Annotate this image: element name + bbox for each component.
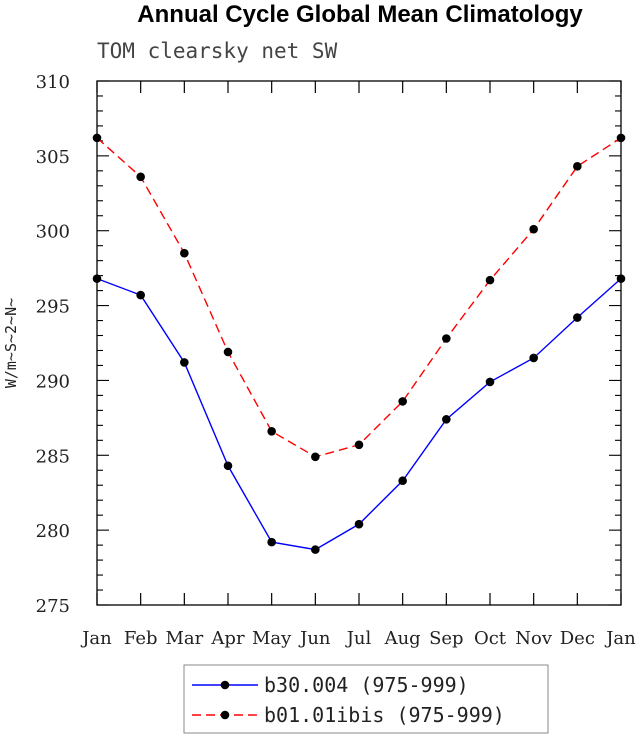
x-tick-label: May — [252, 628, 292, 649]
y-tick-label: 285 — [36, 446, 70, 467]
series-2-point — [573, 162, 582, 171]
series-2-point — [485, 275, 495, 285]
series-1-point — [136, 290, 145, 300]
y-tick-label: 280 — [36, 521, 70, 542]
series-1-point — [267, 537, 276, 547]
series-2-point — [529, 224, 538, 234]
legend: b30.004 (975-999) b01.01ibis (975-999) — [183, 664, 549, 734]
x-tick-label: Sep — [429, 628, 464, 649]
x-tick-label: Nov — [515, 628, 553, 649]
x-tick-label: Dec — [560, 628, 595, 649]
y-tick-label: 305 — [36, 147, 70, 168]
series-2-point — [442, 334, 451, 343]
series-1-point — [180, 358, 189, 367]
series-1-point — [529, 353, 538, 363]
x-tick-label: Jan — [604, 628, 636, 649]
series-1-point — [92, 274, 102, 283]
series-line-2 — [96, 137, 622, 458]
x-tick-label: Aug — [384, 628, 421, 649]
legend-marker-2 — [220, 710, 230, 720]
y-tick-label: 295 — [36, 297, 70, 318]
axis-ticks: Jan Feb Mar Apr May Jun Jul Aug Sep Oct Nov Dec Jan 2… — [36, 72, 637, 649]
legend-marker-1 — [220, 680, 230, 690]
series-1-point — [223, 461, 233, 471]
series-1-point — [398, 476, 407, 486]
x-tick-label: Mar — [165, 628, 203, 649]
x-tick-label: Jan — [80, 628, 112, 649]
chart-title: Annual Cycle Global Mean Climatology — [137, 1, 583, 28]
series-line-1 — [96, 277, 622, 551]
series-2-point — [136, 172, 145, 182]
y-tick-label: 300 — [36, 222, 70, 243]
series-2-point — [92, 133, 102, 143]
series-1-point — [616, 274, 626, 283]
series-1-point — [442, 415, 451, 424]
legend-label-1: b30.004 (975-999) — [264, 673, 469, 697]
y-tick-label: 275 — [36, 596, 70, 617]
legend-box — [183, 664, 549, 734]
series-1-point — [354, 519, 364, 529]
series-2-point — [398, 397, 407, 406]
y-tick-label: 290 — [36, 371, 70, 392]
x-tick-label: Feb — [124, 628, 158, 649]
x-tick-label: Oct — [474, 628, 507, 649]
series-1-point — [573, 313, 582, 322]
chart-subtitle: TOM clearsky net SW — [97, 39, 338, 63]
series-2-point — [354, 440, 364, 450]
y-tick-label: 310 — [36, 72, 70, 93]
x-tick-label: Jul — [345, 628, 372, 649]
series-1-point — [311, 545, 320, 554]
series-2-point — [267, 427, 276, 436]
y-axis-label: W/m~S~2~N~ — [2, 298, 20, 388]
x-tick-label: Jun — [298, 628, 331, 649]
series-2-point — [311, 452, 320, 462]
series-1-point — [485, 377, 495, 387]
series-layer — [92, 133, 626, 554]
series-2-point — [616, 133, 626, 143]
x-tick-label: Apr — [210, 628, 245, 649]
series-2-point — [180, 248, 189, 258]
legend-label-2: b01.01ibis (975-999) — [264, 703, 505, 727]
series-2-point — [223, 347, 233, 357]
